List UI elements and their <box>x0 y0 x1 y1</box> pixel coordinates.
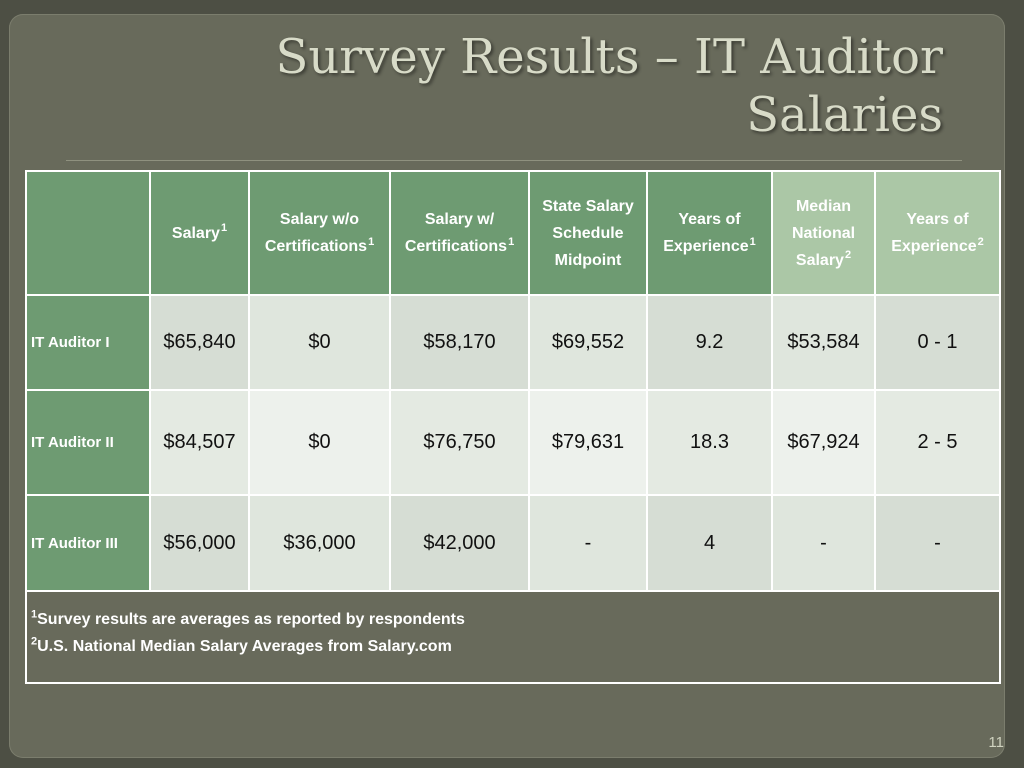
footnotes: 1Survey results are averages as reported… <box>25 590 1001 684</box>
title-line-2: Salaries <box>746 87 943 143</box>
table-cell: 18.3 <box>646 389 773 496</box>
table-row: IT Auditor III $56,000 $36,000 $42,000 -… <box>25 494 1001 592</box>
footnote-mark: 1 <box>368 235 375 248</box>
header-salary-label: Salary <box>171 224 220 242</box>
header-salary-with-cert: Salary w/ Certifications1 <box>389 170 530 296</box>
footnote-mark: 1 <box>749 235 756 248</box>
table-row: IT Auditor II $84,507 $0 $76,750 $79,631… <box>25 389 1001 496</box>
table-cell: $42,000 <box>389 494 530 592</box>
table-cell: $0 <box>248 294 391 391</box>
header-median-national-label: Median National Salary <box>791 197 856 269</box>
footnote-mark: 1 <box>220 222 228 235</box>
table-row: IT Auditor I $65,840 $0 $58,170 $69,552 … <box>25 294 1001 391</box>
header-years-experience-2-label: Years of Experience <box>891 211 977 255</box>
table-cell: $56,000 <box>149 494 250 592</box>
row-label: IT Auditor II <box>25 389 151 496</box>
header-state-midpoint-label: State Salary Schedule Midpoint <box>542 197 634 269</box>
table-cell: $76,750 <box>389 389 530 496</box>
header-salary: Salary1 <box>149 170 250 296</box>
footnote-2: 2U.S. National Median Salary Averages fr… <box>31 633 993 660</box>
table-cell: $0 <box>248 389 391 496</box>
table-cell: $69,552 <box>528 294 648 391</box>
header-median-national: Median National Salary2 <box>771 170 876 296</box>
table-cell: - <box>528 494 648 592</box>
footnotes-row: 1Survey results are averages as reported… <box>25 590 1001 684</box>
table-cell: $36,000 <box>248 494 391 592</box>
footnote-text: Survey results are averages as reported … <box>37 611 465 628</box>
table-cell: - <box>771 494 876 592</box>
salary-table: Salary1 Salary w/o Certifications1 Salar… <box>25 170 1001 684</box>
table-cell: $53,584 <box>771 294 876 391</box>
table-cell: 0 - 1 <box>874 294 1001 391</box>
header-years-experience-1: Years of Experience1 <box>646 170 773 296</box>
footnote-mark: 1 <box>508 235 515 248</box>
header-salary-with-cert-label: Salary w/ Certifications <box>404 211 508 255</box>
table-cell: $65,840 <box>149 294 250 391</box>
footnote-mark: 2 <box>977 235 984 248</box>
header-salary-without-cert-label: Salary w/o Certifications <box>264 211 368 255</box>
table-cell: $67,924 <box>771 389 876 496</box>
row-label: IT Auditor III <box>25 494 151 592</box>
table-cell: $79,631 <box>528 389 648 496</box>
table-cell: 4 <box>646 494 773 592</box>
footnote-mark: 2 <box>844 249 852 262</box>
footnote-mark: 1 <box>31 608 38 621</box>
table-cell: $58,170 <box>389 294 530 391</box>
title-divider <box>66 160 962 161</box>
header-cell-empty <box>25 170 151 296</box>
footnote-text: U.S. National Median Salary Averages fro… <box>37 638 452 655</box>
footnote-mark: 2 <box>31 635 38 648</box>
table-cell: 9.2 <box>646 294 773 391</box>
table-cell: 2 - 5 <box>874 389 1001 496</box>
title-line-1: Survey Results – IT Auditor <box>275 29 943 85</box>
table-cell: $84,507 <box>149 389 250 496</box>
row-label: IT Auditor I <box>25 294 151 391</box>
header-state-midpoint: State Salary Schedule Midpoint <box>528 170 648 296</box>
slide-title: Survey Results – IT Auditor Salaries <box>183 28 943 144</box>
footnote-1: 1Survey results are averages as reported… <box>31 606 993 633</box>
header-years-experience-1-label: Years of Experience <box>663 211 749 255</box>
header-row: Salary1 Salary w/o Certifications1 Salar… <box>25 170 1001 296</box>
table-cell: - <box>874 494 1001 592</box>
header-salary-without-cert: Salary w/o Certifications1 <box>248 170 391 296</box>
header-years-experience-2: Years of Experience2 <box>874 170 1001 296</box>
page-number: 11 <box>988 734 1004 751</box>
